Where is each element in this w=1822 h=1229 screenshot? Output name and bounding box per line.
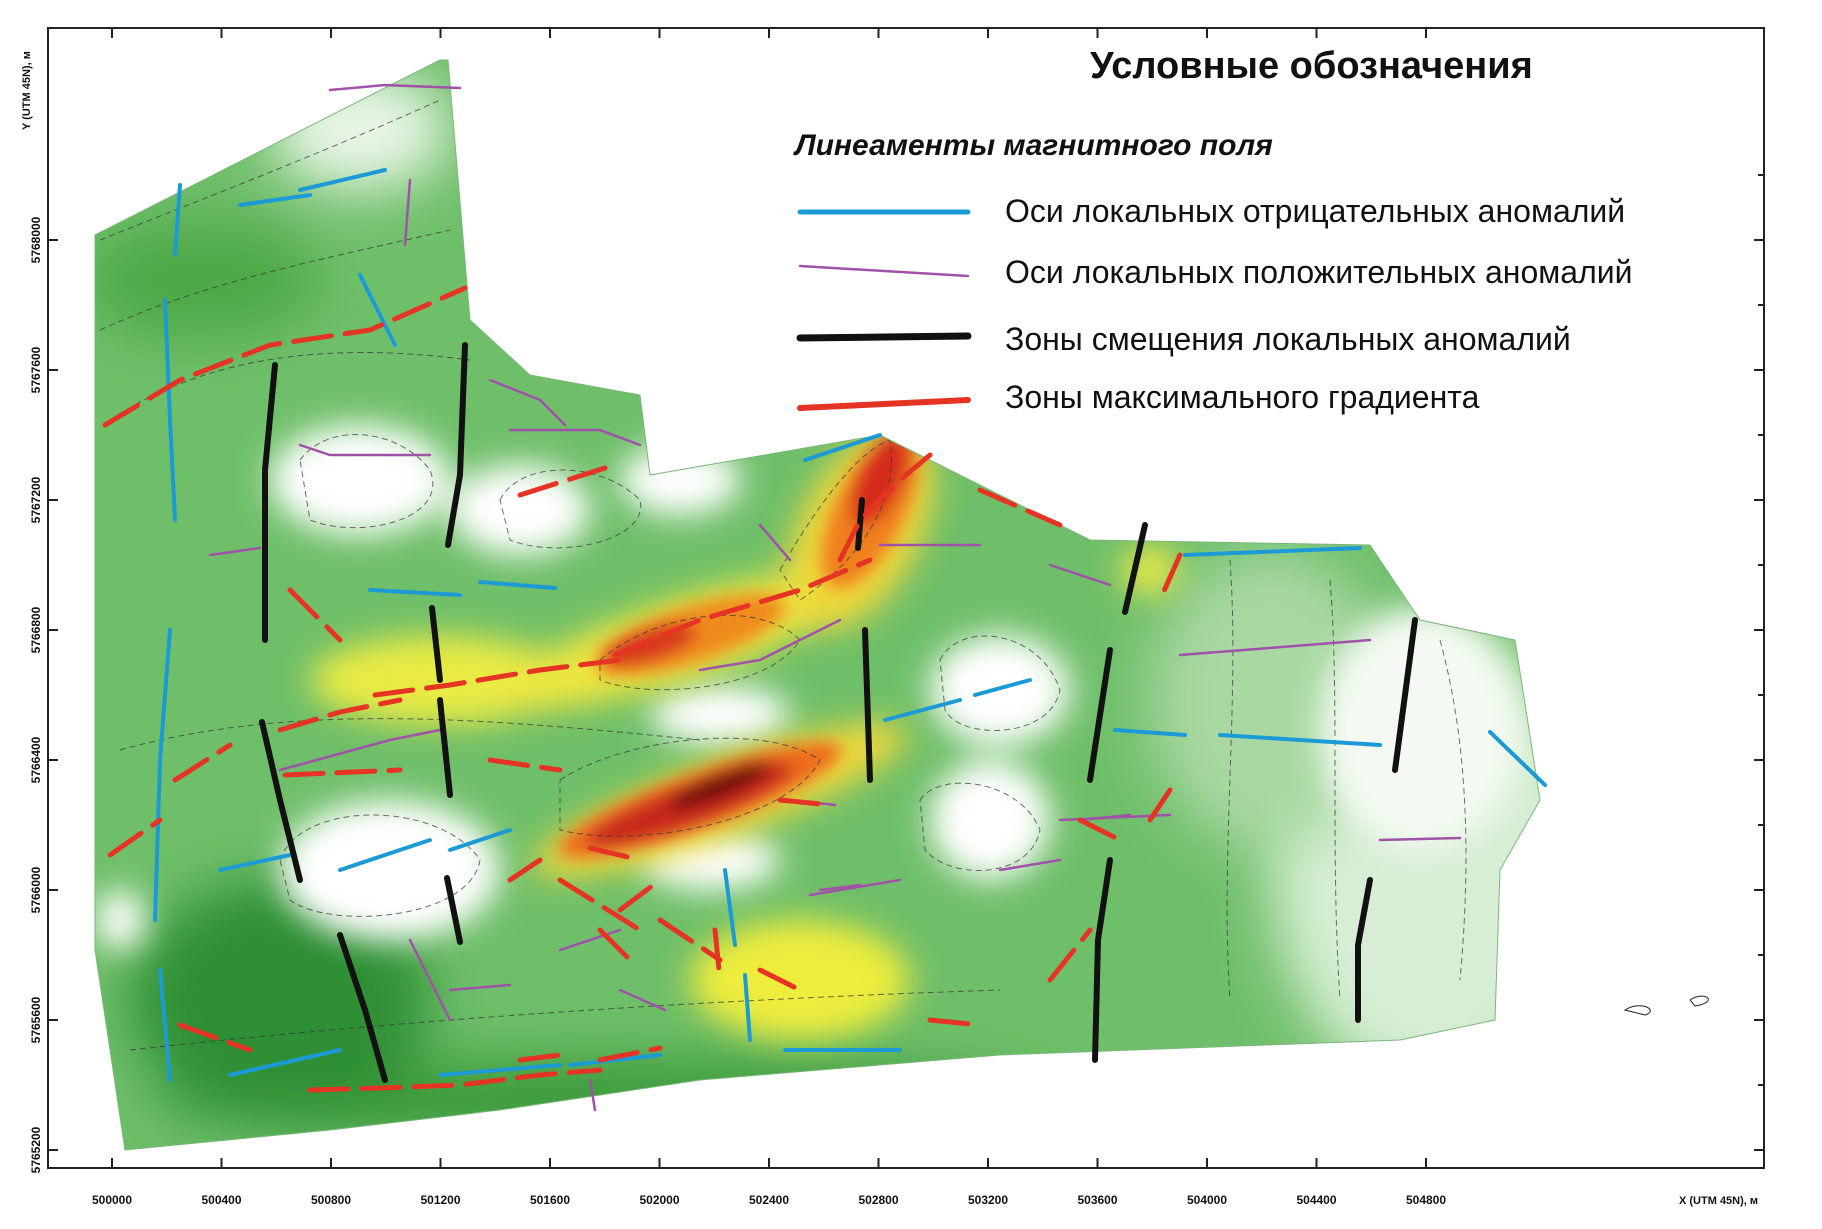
x-axis-ticks: 500000 500400 500800 501200 501600 502000 5024… xyxy=(92,28,1446,1207)
y-axis-title: Y (UTM 45N), м xyxy=(21,51,33,130)
x-tick-label: 500000 xyxy=(92,1193,132,1207)
x-tick-label: 500800 xyxy=(311,1193,351,1207)
legend: Условные обозначения Линеаменты магнитно… xyxy=(793,45,1632,415)
y-tick-label: 5767200 xyxy=(29,476,43,523)
legend-swatch-positive xyxy=(798,264,970,278)
legend-label-displacement: Зоны смещения локальных аномалий xyxy=(1005,321,1571,357)
legend-swatch-gradient xyxy=(797,397,971,411)
y-tick-label: 5768000 xyxy=(29,216,43,263)
y-tick-label: 5767600 xyxy=(29,346,43,393)
x-tick-label: 504800 xyxy=(1406,1193,1446,1207)
y-tick-label: 5766000 xyxy=(29,866,43,913)
x-tick-label: 502800 xyxy=(858,1193,898,1207)
negative-anomaly-axes xyxy=(153,168,1547,1082)
legend-title: Условные обозначения xyxy=(1090,45,1533,87)
legend-subtitle: Линеаменты магнитного поля xyxy=(793,129,1273,162)
legend-swatch-displacement xyxy=(796,332,972,342)
x-tick-label: 503600 xyxy=(1077,1193,1117,1207)
y-tick-label: 5766400 xyxy=(29,736,43,783)
legend-label-gradient: Зоны максимального градиента xyxy=(1005,379,1480,415)
y-axis-ticks: 5765200 5765600 5766000 5766400 5766800 57672… xyxy=(29,174,1764,1173)
x-axis-title: X (UTM 45N), м xyxy=(1679,1195,1758,1207)
y-tick-label: 5765200 xyxy=(29,1126,43,1173)
survey-boundary xyxy=(94,59,1541,1151)
plot-frame xyxy=(47,27,1765,1169)
legend-label-positive: Оси локальных положительных аномалий xyxy=(1005,254,1632,290)
x-tick-label: 500400 xyxy=(201,1193,241,1207)
x-tick-label: 502400 xyxy=(749,1193,789,1207)
x-tick-label: 504000 xyxy=(1187,1193,1227,1207)
y-tick-label: 5766800 xyxy=(29,606,43,653)
x-tick-label: 503200 xyxy=(968,1193,1008,1207)
displacement-zones xyxy=(259,342,1418,1083)
x-tick-label: 502000 xyxy=(639,1193,679,1207)
max-gradient-zones xyxy=(102,285,1183,1093)
legend-label-negative: Оси локальных отрицательных аномалий xyxy=(1005,193,1625,229)
x-tick-label: 501200 xyxy=(420,1193,460,1207)
x-tick-label: 504400 xyxy=(1296,1193,1336,1207)
y-tick-label: 5765600 xyxy=(29,996,43,1043)
x-tick-label: 501600 xyxy=(530,1193,570,1207)
positive-anomaly-axes xyxy=(208,83,1462,1112)
